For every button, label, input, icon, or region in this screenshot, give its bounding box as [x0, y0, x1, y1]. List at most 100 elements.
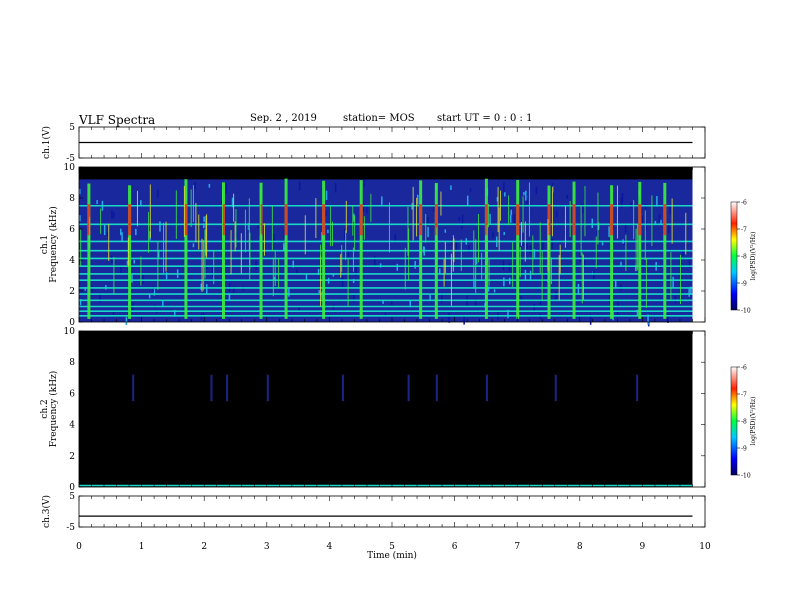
noise-speck	[444, 229, 447, 233]
noise-speck	[363, 179, 366, 187]
x-axis-label: Time (min)	[367, 550, 417, 561]
noise-speck	[688, 288, 690, 297]
noise-speck	[461, 214, 464, 225]
noise-speck	[508, 263, 511, 272]
noise-speck	[591, 218, 594, 228]
burst-mark	[284, 178, 288, 319]
noise-speck	[220, 200, 223, 207]
noise-speck	[203, 223, 205, 229]
burst-mark	[485, 374, 488, 402]
noise-speck	[334, 182, 337, 193]
burst-streak	[425, 213, 427, 243]
y-tick-label: 4	[69, 421, 75, 431]
noise-speck	[200, 283, 203, 291]
noise-speck	[522, 241, 525, 247]
noise-speck	[232, 286, 235, 295]
noise-speck	[355, 266, 357, 276]
noise-speck	[192, 243, 195, 248]
x-tick-label: 5	[389, 542, 395, 552]
noise-speck	[111, 255, 113, 264]
burst-streak	[163, 222, 165, 273]
noise-speck	[157, 250, 160, 258]
burst-streak	[352, 205, 354, 236]
noise-speck	[533, 249, 536, 258]
x-tick-label: 0	[76, 542, 82, 552]
burst-mark	[484, 178, 488, 319]
burst-streak	[370, 193, 372, 222]
noise-speck	[183, 306, 186, 312]
noise-speck	[427, 226, 429, 238]
noise-speck	[212, 266, 214, 277]
noise-speck	[448, 312, 450, 323]
noise-speck	[461, 225, 463, 230]
noise-speck	[391, 300, 393, 305]
noise-speck	[690, 286, 692, 295]
noise-speck	[133, 259, 136, 264]
burst-streak	[304, 215, 306, 255]
noise-speck	[165, 272, 168, 280]
burst-streak	[508, 195, 510, 226]
burst-streak	[201, 238, 203, 292]
noise-speck	[645, 221, 647, 230]
noise-speck	[296, 269, 298, 274]
burst-mark	[266, 374, 269, 402]
noise-speck	[513, 214, 516, 226]
noise-speck	[623, 239, 625, 246]
burst-streak	[354, 215, 356, 251]
noise-speck	[669, 205, 671, 214]
noise-speck	[79, 188, 81, 195]
burst-core	[128, 204, 132, 236]
burst-streak	[551, 186, 553, 237]
noise-speck	[231, 197, 234, 208]
noise-speck	[581, 203, 584, 214]
noise-speck	[121, 232, 123, 243]
burst-streak	[558, 255, 560, 301]
burst-streak	[408, 228, 410, 281]
burst-streak	[190, 189, 192, 227]
noise-speck	[614, 279, 617, 289]
burst-streak	[499, 190, 501, 221]
y-axis-label: Frequency (kHz)	[48, 206, 59, 283]
noise-speck	[162, 301, 164, 308]
colorbar-tick-label: -9	[741, 446, 747, 453]
y-tick-label: 8	[69, 194, 75, 204]
burst-streak	[460, 239, 462, 272]
noise-speck	[474, 298, 477, 306]
noise-speck	[542, 241, 544, 251]
burst-streak	[645, 258, 647, 309]
noise-speck	[539, 299, 542, 306]
x-tick-label: 9	[640, 542, 646, 552]
noise-speck	[503, 231, 505, 236]
noise-speck	[131, 274, 133, 283]
burst-mark	[547, 185, 551, 319]
noise-speck	[106, 231, 109, 237]
burst-streak	[222, 189, 224, 237]
noise-speck	[672, 276, 674, 288]
burst-streak	[581, 252, 583, 304]
noise-speck	[636, 309, 639, 316]
noise-speck	[103, 224, 106, 236]
noise-speck	[466, 195, 469, 207]
colorbar-tick-label: -10	[741, 308, 751, 315]
noise-speck	[384, 312, 387, 317]
burst-streak	[541, 251, 543, 301]
y-tick-label: -5	[66, 523, 75, 533]
noise-speck	[555, 291, 557, 301]
noise-speck	[352, 278, 355, 284]
noise-speck	[533, 303, 536, 312]
noise-speck	[555, 210, 558, 218]
noise-speck	[283, 228, 286, 239]
noise-speck	[620, 261, 622, 267]
burst-streak	[108, 223, 110, 261]
noise-speck	[415, 197, 417, 208]
noise-speck	[159, 221, 161, 232]
burst-core	[572, 204, 576, 236]
burst-streak	[547, 219, 549, 272]
noise-speck	[153, 289, 156, 296]
noise-speck	[503, 277, 505, 287]
noise-speck	[644, 204, 647, 209]
noise-speck	[463, 315, 465, 325]
noise-speck	[524, 269, 527, 280]
noise-speck	[126, 260, 129, 265]
burst-streak	[206, 214, 208, 259]
